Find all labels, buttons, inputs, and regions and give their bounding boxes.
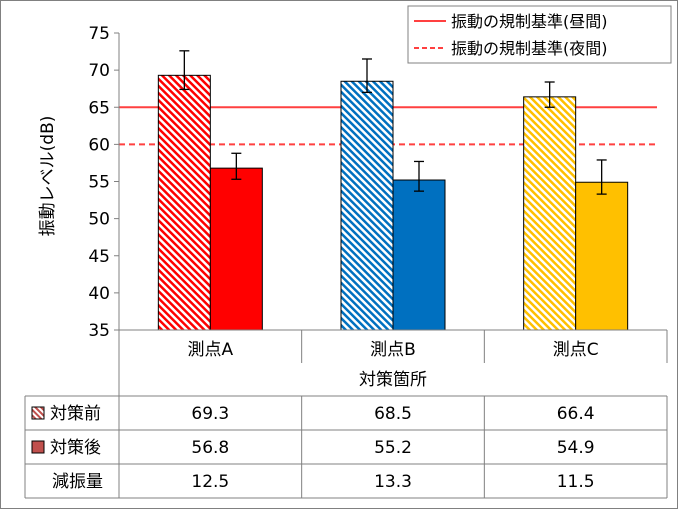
legend-label: 振動の規制基準(夜間) [451,39,608,58]
y-tick-label: 65 [88,98,110,118]
table-cell: 66.4 [557,404,595,424]
legend-label: 振動の規制基準(昼間) [451,12,608,31]
y-tick-label: 45 [88,247,110,267]
table-cell: 68.5 [374,404,412,424]
y-tick-label: 40 [88,284,110,304]
table-row-label: 減振量 [52,472,103,492]
y-axis-label: 振動レベル(dB) [38,116,58,237]
bar-before-1 [340,80,394,331]
category-label: 測点C [553,340,599,360]
x-axis-label: 対策箇所 [359,370,427,390]
table-cell: 11.5 [557,472,595,492]
y-tick-label: 60 [88,135,110,155]
y-tick-label: 75 [88,24,110,44]
table-cell: 54.9 [557,438,595,458]
y-tick-label: 55 [88,173,110,193]
bar-after-0 [209,167,263,331]
table-cell: 12.5 [191,472,229,492]
table-cell: 55.2 [374,438,412,458]
table-legend-key-solid [31,440,45,454]
table-cell: 13.3 [374,472,412,492]
bar-after-2 [575,181,629,331]
table-row-label: 対策後 [50,438,101,458]
bar-after-1 [392,179,446,331]
table-legend-key-hatched [31,406,45,420]
table-cell: 56.8 [191,438,229,458]
category-label: 測点A [188,340,234,360]
bar-before-0 [157,74,211,331]
y-tick-label: 70 [88,61,110,81]
table-row-label: 対策前 [50,404,101,424]
legend-box [407,5,672,64]
y-tick-label: 35 [88,321,110,341]
y-tick-label: 50 [88,210,110,230]
bar-before-2 [523,96,577,331]
table-cell: 69.3 [191,404,229,424]
category-label: 測点B [370,340,416,360]
